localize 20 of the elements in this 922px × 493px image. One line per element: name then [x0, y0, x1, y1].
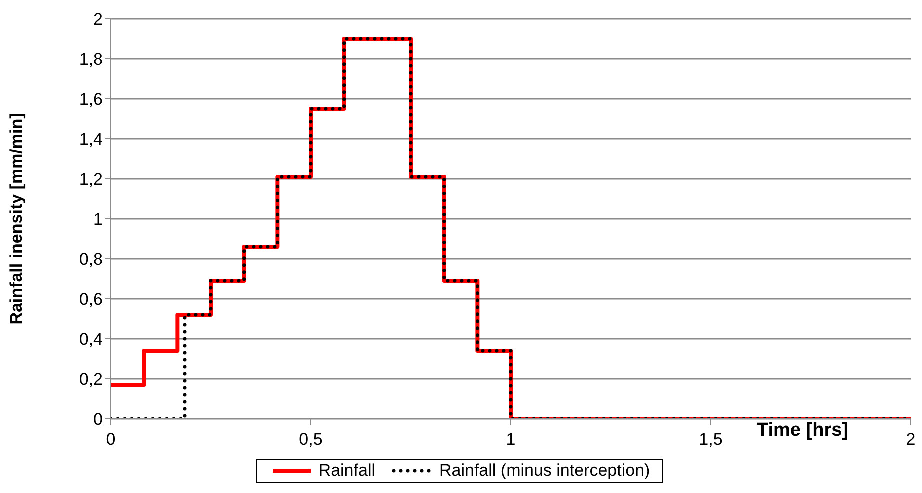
y-tick-label: 0 — [94, 410, 103, 430]
x-axis-title: Time [hrs] — [757, 420, 849, 442]
x-tick-label: 0,5 — [299, 430, 323, 450]
y-tick-label: 0,8 — [79, 250, 103, 270]
y-axis-title: Rainfall inensity [mm/min] — [7, 113, 26, 325]
y-tick-label: 1,4 — [79, 130, 103, 150]
x-tick-label: 2 — [906, 430, 916, 450]
y-tick-label: 1,2 — [79, 170, 103, 190]
legend-label: Rainfall — [318, 461, 376, 481]
y-tick-label: 1,8 — [79, 50, 103, 70]
legend-label: Rainfall (minus interception) — [440, 461, 650, 481]
y-tick-label: 0,4 — [79, 330, 103, 350]
y-tick-label: 0,6 — [79, 290, 103, 310]
y-tick-label: 1,6 — [79, 90, 103, 110]
y-tick-label: 1 — [94, 210, 103, 230]
x-tick-label: 1 — [506, 430, 516, 450]
y-tick-label: 0,2 — [79, 370, 103, 390]
y-tick-label: 2 — [94, 10, 103, 30]
x-tick-label: 0 — [106, 430, 116, 450]
x-tick-label: 1,5 — [699, 430, 723, 450]
